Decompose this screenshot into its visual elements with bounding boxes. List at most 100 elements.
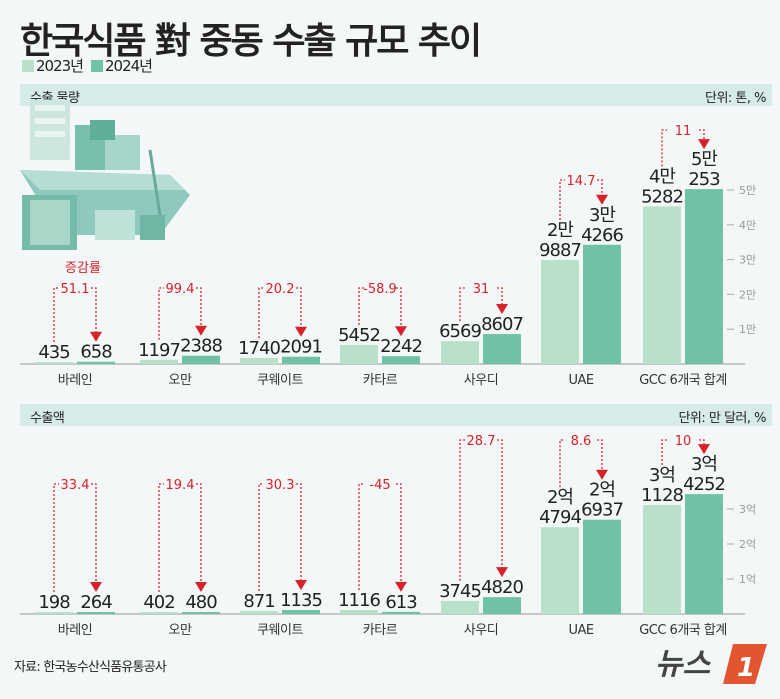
change-arrow: [90, 331, 102, 342]
change-bracket: [661, 129, 667, 167]
data-label: 6569: [439, 321, 481, 342]
svg-text:1: 1: [737, 653, 755, 683]
data-label: 613: [385, 592, 417, 613]
bar-2024: [382, 611, 420, 614]
bar-2024: [182, 355, 220, 364]
change-value: 10: [675, 434, 692, 449]
bar-2023: [340, 345, 378, 364]
bar-2023: [140, 359, 178, 364]
section-title: 수출액: [30, 411, 65, 426]
change-bracket: [559, 179, 565, 220]
bar-2023: [35, 362, 73, 364]
bar-2023: [643, 206, 681, 364]
change-value: 51.1: [61, 282, 90, 297]
y-tick-label: 5만: [739, 184, 756, 197]
change-bracket: [258, 483, 264, 591]
bar-2023: [340, 610, 378, 614]
unit-label: 단위: 만 달러, %: [678, 411, 766, 426]
data-label: 4794: [539, 507, 581, 528]
change-bracket: [158, 483, 164, 592]
data-label: 658: [80, 342, 112, 363]
category-label: 카타르: [363, 623, 398, 638]
change-value: -45: [369, 478, 390, 493]
change-bracket: [597, 439, 603, 472]
data-label: 5만: [691, 149, 717, 170]
y-tick-label: 2만: [739, 288, 756, 301]
category-label: 오만: [169, 623, 192, 638]
bar-2024: [382, 356, 420, 364]
bar-2023: [541, 527, 579, 614]
data-label: 2만: [547, 220, 573, 241]
change-bracket: [497, 439, 503, 570]
category-label: GCC 6개국 합계: [639, 623, 727, 638]
change-arrow: [295, 326, 307, 337]
change-value: 20.2: [266, 282, 295, 297]
change-arrow: [698, 444, 710, 455]
data-label: 2388: [180, 336, 222, 357]
change-arrow: [195, 325, 207, 336]
data-label: 6937: [581, 500, 623, 521]
change-rate-label: 증감률: [65, 261, 101, 276]
data-label: 253: [688, 169, 720, 190]
data-label: 4만: [649, 166, 675, 187]
data-label: 2억: [589, 480, 615, 501]
bar-2023: [240, 610, 278, 614]
change-bracket: [459, 287, 465, 322]
change-arrow: [90, 582, 102, 592]
bar-2023: [643, 505, 681, 614]
category-label: 오만: [169, 373, 192, 388]
bar-2023: [441, 341, 479, 364]
change-bracket: [258, 287, 264, 338]
change-bracket: [699, 129, 705, 142]
data-label: 435: [38, 342, 69, 363]
change-value: 11: [675, 124, 692, 139]
change-bracket: [296, 287, 302, 329]
change-value: 30.3: [266, 478, 295, 493]
change-value: 8.6: [571, 434, 592, 449]
category-label: UAE: [568, 623, 593, 638]
change-value: 99.4: [166, 282, 195, 297]
unit-label: 단위: 톤, %: [704, 91, 767, 106]
chart-1: 1억 2억 3억 198 264 바레인 33.4 402 480 오만 19.4 871 1135 쿠웨…: [20, 434, 756, 638]
category-label: 사우디: [464, 623, 498, 638]
change-bracket: [296, 483, 302, 583]
change-value: 14.7: [567, 174, 596, 189]
y-tick-label: 3만: [739, 254, 756, 267]
data-label: 2091: [280, 337, 322, 358]
category-label: UAE: [568, 373, 593, 388]
data-label: 264: [80, 592, 112, 613]
svg-text:뉴스: 뉴스: [655, 647, 712, 682]
change-arrow: [496, 567, 508, 578]
change-value: 31: [473, 282, 490, 297]
data-label: 480: [185, 592, 217, 613]
change-arrow: [195, 582, 207, 592]
data-label: 1135: [280, 590, 322, 611]
legend-2023: 2023년: [22, 55, 84, 76]
change-arrow: [295, 580, 307, 591]
change-value: 19.4: [166, 478, 195, 493]
bar-2024: [282, 356, 320, 364]
change-bracket: [699, 439, 705, 447]
data-label: 1740: [238, 338, 280, 359]
data-label: 8607: [481, 314, 523, 335]
change-arrow: [496, 304, 508, 315]
category-label: 바레인: [58, 623, 92, 638]
bar-2024: [583, 519, 621, 614]
bar-2024: [583, 244, 621, 364]
page-title: 한국식품 對 중동 수출 규모 추이: [20, 21, 482, 62]
section-header-value: 수출액 단위: 만 달러, %: [20, 404, 772, 426]
data-label: 1197: [138, 340, 180, 361]
change-bracket: [459, 439, 465, 581]
legend: 2023년 2024년: [22, 55, 153, 76]
bar-2024: [182, 612, 220, 614]
change-arrow: [596, 194, 608, 205]
data-label: 402: [143, 592, 174, 613]
bar-2023: [541, 259, 579, 364]
change-arrow: [395, 326, 407, 337]
change-arrow: [395, 581, 407, 592]
y-tick-label: 2억: [739, 538, 756, 551]
data-label: 4266: [581, 225, 623, 246]
data-label: 3745: [439, 581, 481, 602]
data-label: 2억: [547, 487, 573, 508]
